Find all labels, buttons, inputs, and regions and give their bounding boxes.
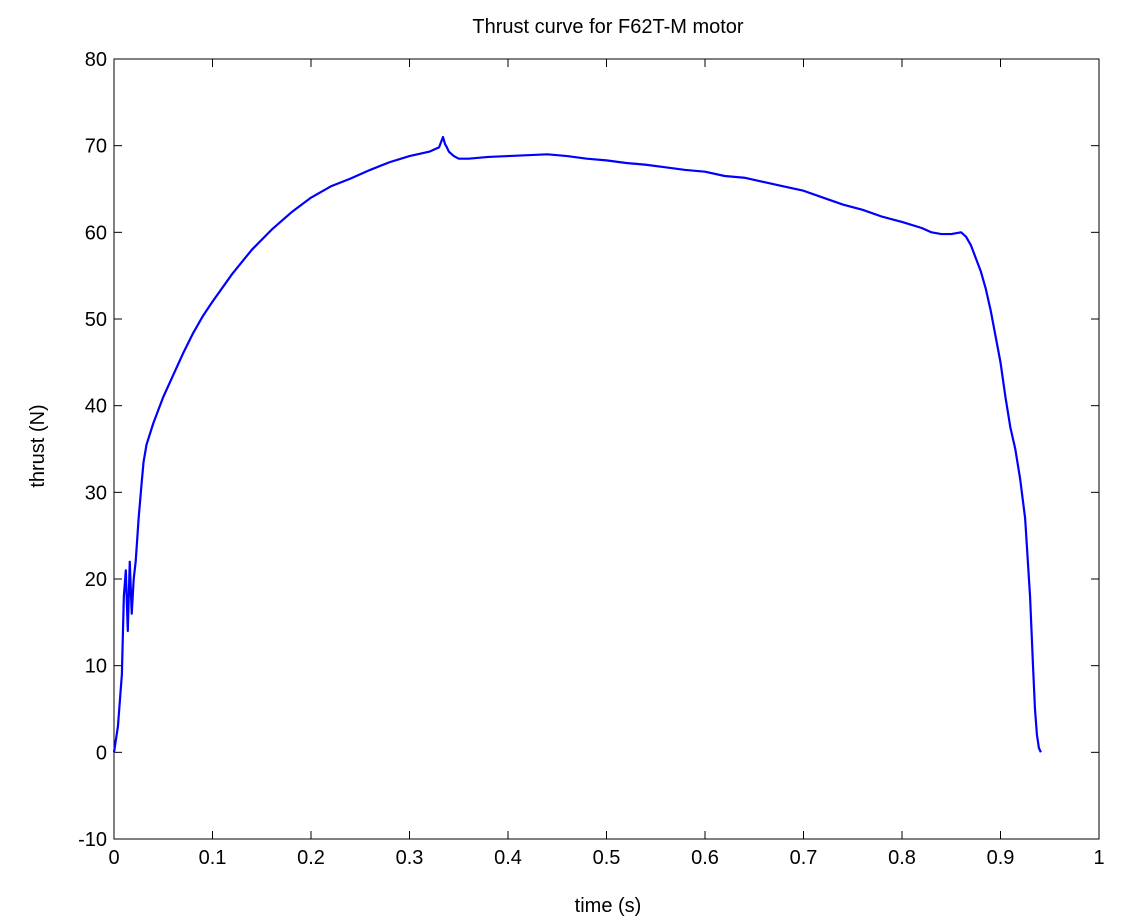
y-axis: -10 0 10 20 30 40 50 60 70 80 [78, 49, 1099, 851]
x-axis-label: time (s) [575, 895, 642, 917]
x-axis: 0 0.1 0.2 0.3 0.4 0.5 0.6 0.7 0.8 0.9 1 [108, 59, 1105, 869]
y-tick-label: 0 [96, 742, 107, 764]
x-tick-label: 0.1 [199, 847, 227, 869]
y-tick-label: 10 [85, 656, 107, 678]
chart-title: Thrust curve for F62T-M motor [472, 16, 744, 38]
y-tick-label: 40 [85, 396, 107, 418]
y-axis-label: thrust (N) [27, 404, 49, 487]
x-tick-label: 0.4 [494, 847, 522, 869]
y-tick-label: 60 [85, 222, 107, 244]
y-tick-label: 50 [85, 309, 107, 331]
plot-area [113, 58, 1100, 840]
x-tick-label: 0.9 [987, 847, 1015, 869]
y-tick-label: -10 [78, 829, 107, 851]
x-tick-label: 0.7 [790, 847, 818, 869]
x-tick-label: 1 [1093, 847, 1104, 869]
x-tick-label: 0.2 [297, 847, 325, 869]
x-tick-label: 0.8 [888, 847, 916, 869]
x-tick-label: 0 [108, 847, 119, 869]
x-tick-label: 0.3 [396, 847, 424, 869]
y-tick-label: 20 [85, 569, 107, 591]
x-tick-label: 0.6 [691, 847, 719, 869]
y-tick-label: 30 [85, 482, 107, 504]
y-tick-label: 80 [85, 49, 107, 71]
x-tick-label: 0.5 [593, 847, 621, 869]
y-tick-label: 70 [85, 136, 107, 158]
thrust-series-line [112, 135, 1042, 753]
